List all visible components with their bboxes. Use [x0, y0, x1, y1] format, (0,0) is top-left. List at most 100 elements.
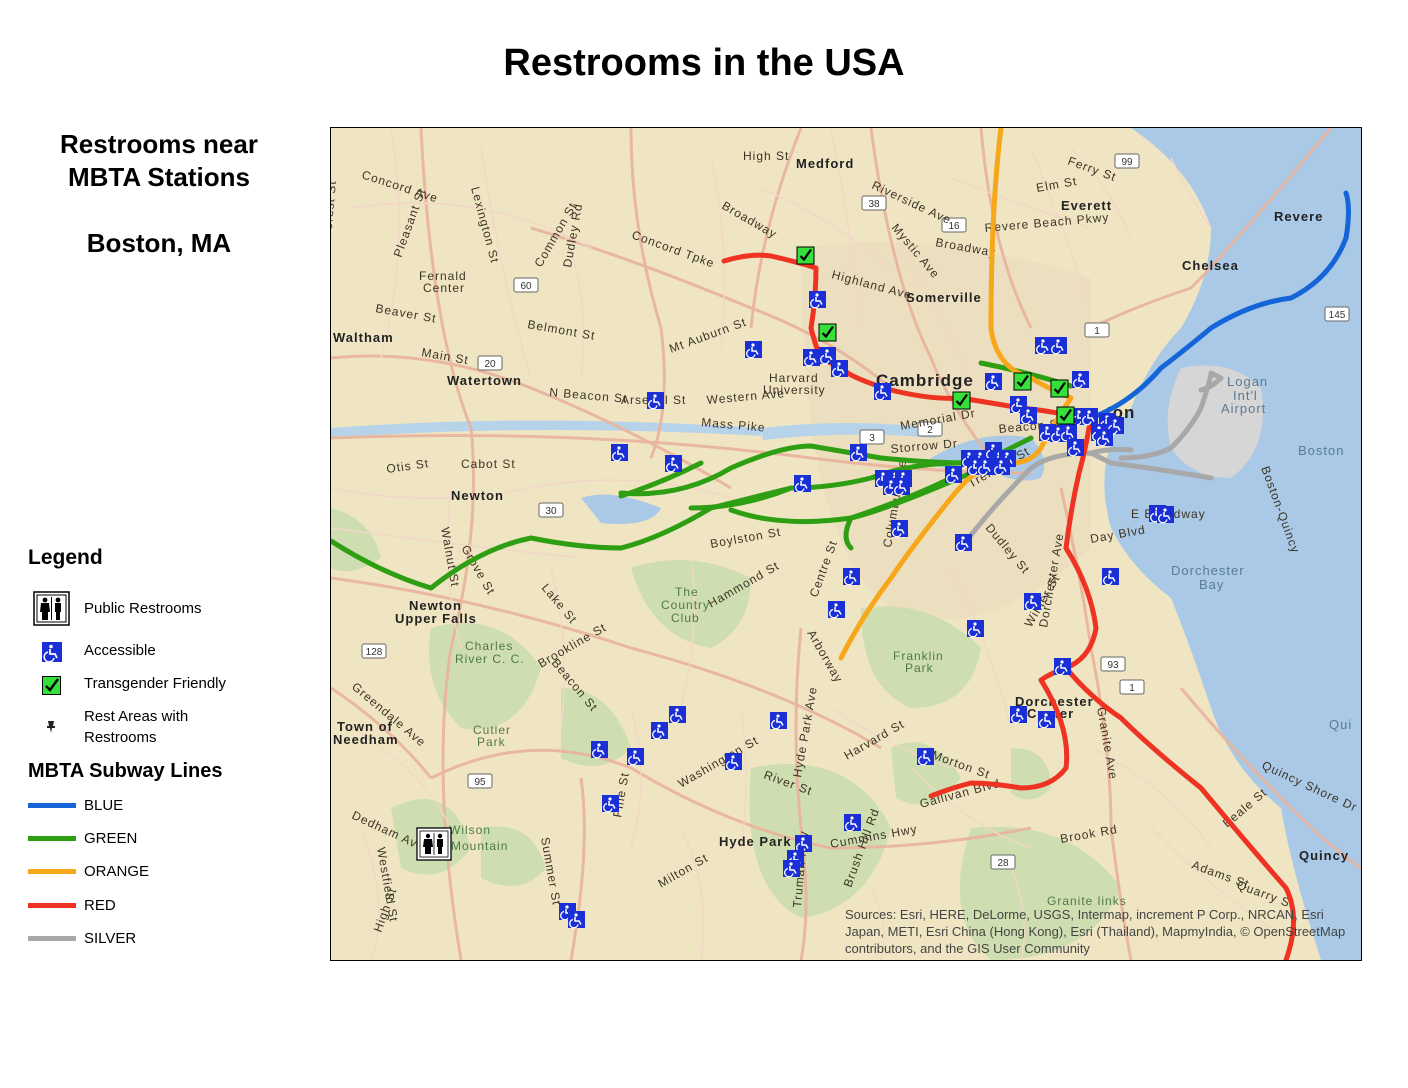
wheelchair-icon[interactable]	[627, 748, 644, 766]
park-label: Cutler	[473, 723, 511, 737]
wheelchair-icon[interactable]	[1072, 371, 1089, 389]
wheelchair-icon[interactable]	[725, 753, 742, 771]
wheelchair-icon[interactable]	[1010, 706, 1027, 724]
wheelchair-icon[interactable]	[985, 373, 1002, 391]
wheelchair-icon[interactable]	[977, 458, 994, 476]
svg-text:1: 1	[1094, 326, 1100, 337]
wheelchair-icon[interactable]	[819, 347, 836, 365]
wheelchair-icon[interactable]	[795, 835, 812, 853]
check-icon[interactable]	[796, 246, 815, 265]
wheelchair-icon[interactable]	[891, 520, 908, 538]
legend-label-accessible: Accessible	[84, 642, 156, 659]
town-label: Revere	[1274, 209, 1323, 224]
wheelchair-icon[interactable]	[831, 360, 848, 378]
wheelchair-icon[interactable]	[1054, 658, 1071, 676]
street-label: High St	[743, 149, 789, 163]
check-icon[interactable]	[818, 323, 837, 342]
route-shield: 28	[990, 854, 1016, 870]
restroom-icon[interactable]	[416, 827, 452, 861]
svg-text:20: 20	[484, 359, 496, 370]
wheelchair-icon[interactable]	[647, 392, 664, 410]
park-label: The	[675, 585, 699, 599]
town-label: Somerville	[906, 290, 982, 305]
wheelchair-icon[interactable]	[843, 568, 860, 586]
water-label: Dorchester	[1171, 563, 1245, 578]
svg-text:145: 145	[1329, 310, 1346, 321]
street-label: Harvard	[769, 371, 819, 385]
town-label: Watertown	[447, 373, 522, 388]
town-label: Medford	[796, 156, 854, 171]
town-label: Hyde Park	[719, 834, 792, 849]
subway-line-orange[interactable]	[838, 128, 1074, 661]
wheelchair-icon[interactable]	[1050, 337, 1067, 355]
wheelchair-icon[interactable]	[591, 741, 608, 759]
wheelchair-icon[interactable]	[745, 341, 762, 359]
route-shield: 38	[861, 195, 887, 211]
legend-label-silver: SILVER	[84, 930, 137, 947]
wheelchair-icon[interactable]	[844, 814, 861, 832]
wheelchair-icon[interactable]	[651, 722, 668, 740]
wheelchair-icon[interactable]	[1060, 424, 1077, 442]
check-icon[interactable]	[1013, 372, 1032, 391]
wheelchair-icon[interactable]	[665, 455, 682, 473]
street-label: Forest St	[331, 180, 339, 239]
wheelchair-icon[interactable]	[1067, 439, 1084, 457]
wheelchair-icon[interactable]	[794, 475, 811, 493]
wheelchair-icon[interactable]	[850, 444, 867, 462]
svg-text:128: 128	[366, 647, 383, 658]
wheelchair-icon[interactable]	[967, 620, 984, 638]
svg-text:30: 30	[545, 506, 557, 517]
route-shield: 128	[361, 643, 387, 659]
street-label: Mass Pike	[701, 415, 766, 435]
wheelchair-icon[interactable]	[993, 458, 1010, 476]
street-label: N Beacon St	[549, 385, 628, 406]
legend-label-green: GREEN	[84, 830, 138, 847]
page-title: Restrooms in the USA	[503, 42, 905, 84]
wheelchair-icon[interactable]	[803, 349, 820, 367]
svg-text:93: 93	[1107, 660, 1119, 671]
check-icon[interactable]	[1050, 379, 1069, 398]
wheelchair-icon[interactable]	[783, 860, 800, 878]
wheelchair-icon[interactable]	[770, 712, 787, 730]
legend-swatch-red	[28, 903, 76, 908]
wheelchair-icon[interactable]	[1102, 568, 1119, 586]
town-label: Upper Falls	[395, 611, 477, 626]
map-frame[interactable]: 38 16 99 60 20 1 145 3 30 128 95 93 1 28 2 Medford Ever…	[330, 127, 1362, 961]
wheelchair-icon[interactable]	[602, 795, 619, 813]
wheelchair-icon[interactable]	[1157, 506, 1174, 524]
wheelchair-icon[interactable]	[945, 466, 962, 484]
town-label: Cambridge	[876, 371, 974, 390]
subway-line-silver[interactable]	[958, 370, 1224, 551]
wheelchair-icon[interactable]	[809, 291, 826, 309]
wheelchair-icon[interactable]	[893, 478, 910, 496]
subway-line-blue[interactable]	[1088, 190, 1351, 421]
legend-label-orange: ORANGE	[84, 863, 150, 880]
wheelchair-icon[interactable]	[828, 601, 845, 619]
legend-label-rest-areas-2: Restrooms	[84, 729, 157, 746]
airport-area	[1167, 365, 1263, 478]
wheelchair-icon[interactable]	[1096, 429, 1113, 447]
check-icon[interactable]	[952, 391, 971, 410]
svg-text:60: 60	[520, 281, 532, 292]
subway-line-red[interactable]	[721, 252, 1296, 960]
route-shield: 16	[941, 217, 967, 233]
wheelchair-icon[interactable]	[1035, 337, 1052, 355]
wheelchair-icon[interactable]	[568, 911, 585, 929]
side-location: Boston, MA	[86, 228, 232, 258]
street-label: Cabot St	[461, 457, 516, 471]
town-label: Waltham	[333, 330, 394, 345]
wheelchair-icon[interactable]	[874, 383, 891, 401]
wheelchair-icon[interactable]	[669, 706, 686, 724]
route-shield: 60	[513, 277, 539, 293]
wheelchair-icon[interactable]	[611, 444, 628, 462]
water-label: Bay	[1199, 577, 1224, 592]
wheelchair-icon[interactable]	[1081, 408, 1098, 426]
wheelchair-icon[interactable]	[1024, 593, 1041, 611]
wheelchair-icon[interactable]	[1038, 711, 1055, 729]
wheelchair-icon[interactable]	[1020, 407, 1037, 425]
wheelchair-icon[interactable]	[917, 748, 934, 766]
check-icon[interactable]	[1056, 406, 1075, 425]
wheelchair-icon[interactable]	[955, 534, 972, 552]
town-label: Newton	[451, 488, 504, 503]
